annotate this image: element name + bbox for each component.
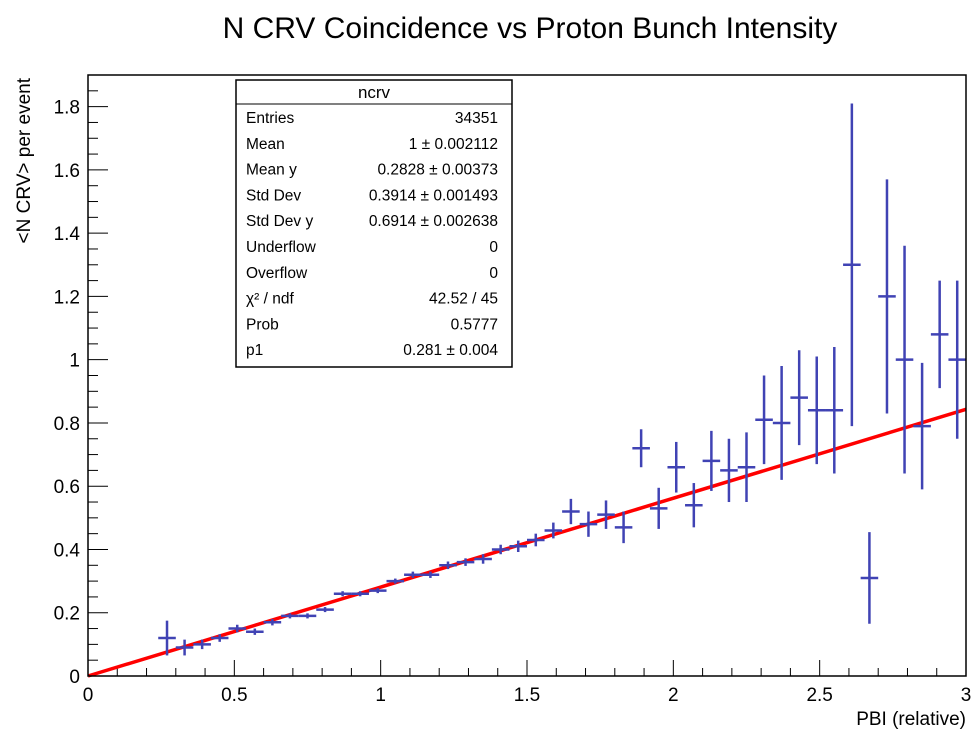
data-point <box>351 591 369 597</box>
fit-layer <box>87 407 967 678</box>
y-tick-label: 0.4 <box>54 540 81 561</box>
data-point <box>632 429 650 468</box>
stats-row-label: Mean y <box>246 162 297 179</box>
data-point <box>685 483 703 528</box>
stats-row-value: 0.5777 <box>451 316 498 333</box>
data-point <box>368 588 387 594</box>
stats-row-value: 0.6914 ± 0.002638 <box>369 213 498 230</box>
stats-row-label: Overflow <box>246 265 308 282</box>
data-point <box>825 347 844 474</box>
y-tick-label: 0.6 <box>54 477 80 498</box>
data-point <box>456 558 475 566</box>
stats-row-value: 42.52 / 45 <box>429 291 498 308</box>
stats-row-label: Std Dev y <box>246 213 313 230</box>
stats-box-title: ncrv <box>358 83 391 102</box>
stats-box-rows: Entries 34351 Mean 1 ± 0.002112 Mean y 0.2828… <box>246 110 498 359</box>
stats-row-label: Mean <box>246 136 285 153</box>
data-point <box>790 350 808 446</box>
data-point <box>193 639 211 650</box>
stats-row-value: 0 <box>489 265 498 282</box>
data-point <box>843 103 861 427</box>
data-point <box>597 500 615 529</box>
data-point <box>439 561 457 570</box>
data-point <box>298 613 317 619</box>
chart-title: N CRV Coincidence vs Proton Bunch Intens… <box>223 12 838 45</box>
data-point <box>807 356 826 465</box>
y-tick-label: 1.4 <box>54 224 81 245</box>
stats-row-label: Entries <box>246 110 294 127</box>
y-tick-label: 1 <box>69 351 80 372</box>
data-point <box>772 366 791 480</box>
stats-box: ncrv Entries 34351 Mean 1 ± 0.002112 Mean y 0… <box>235 79 513 368</box>
data-point <box>491 544 510 555</box>
y-tick-label: 1.8 <box>54 98 80 119</box>
y-axis-label: <N CRV> per event <box>14 77 35 243</box>
plot-frame <box>87 74 967 677</box>
data-point <box>667 441 686 493</box>
data-point <box>755 375 773 465</box>
data-point <box>509 540 527 553</box>
data-point <box>948 280 966 439</box>
data-point <box>614 511 633 544</box>
stats-row-label: Prob <box>246 316 279 333</box>
stats-row-label: χ² / ndf <box>246 291 294 308</box>
fit-line <box>87 407 967 678</box>
data-point <box>210 634 229 642</box>
stats-row-value: 1 ± 0.002112 <box>409 136 498 153</box>
stats-row-value: 0 <box>489 239 498 256</box>
axis-ticks: 0 0.5 1 1.5 2 2.5 3 0 0.2 0.4 0.6 0.8 1 1.2 1.4 1.6 1.8 <box>54 74 972 706</box>
y-tick-label: 1.6 <box>54 161 80 182</box>
data-point <box>913 362 931 490</box>
data-point <box>720 438 738 503</box>
x-tick-label: 0.5 <box>221 685 247 706</box>
data-point <box>158 620 176 656</box>
data-point <box>930 280 949 389</box>
stats-box-frame <box>235 79 513 368</box>
x-tick-label: 1.5 <box>514 685 540 706</box>
data-point <box>562 498 580 525</box>
x-tick-label: 2 <box>668 685 679 706</box>
data-point <box>579 511 598 537</box>
data-point <box>246 628 264 635</box>
data-point <box>404 571 422 578</box>
y-tick-label: 0.8 <box>54 414 80 435</box>
stats-row-value: 0.281 ± 0.004 <box>403 342 498 359</box>
x-tick-label: 2.5 <box>806 685 832 706</box>
data-points <box>158 103 966 656</box>
data-point <box>895 245 914 474</box>
data-point <box>263 619 282 626</box>
stats-row-label: Std Dev <box>246 187 301 204</box>
y-tick-label: 0.2 <box>54 604 80 625</box>
stats-row-value: 0.3914 ± 0.001493 <box>369 187 498 204</box>
data-point <box>860 532 879 624</box>
stats-row-value: 0.2828 ± 0.00373 <box>377 162 498 179</box>
x-tick-label: 0 <box>83 685 94 706</box>
data-point <box>702 430 721 491</box>
data-point <box>421 571 440 578</box>
data-point <box>649 487 668 529</box>
x-tick-label: 3 <box>961 685 972 706</box>
data-point <box>474 554 492 564</box>
data-point <box>878 179 896 414</box>
data-point <box>333 591 352 597</box>
x-axis-label: PBI (relative) <box>856 709 966 730</box>
stats-row-value: 34351 <box>455 110 498 127</box>
x-tick-label: 1 <box>375 685 386 706</box>
data-point <box>527 533 545 547</box>
data-point <box>544 522 563 539</box>
stats-row-label: p1 <box>246 342 263 359</box>
data-point <box>737 432 756 503</box>
data-point <box>175 639 194 656</box>
y-tick-label: 0 <box>69 667 80 688</box>
stats-row-label: Underflow <box>246 239 317 256</box>
data-point <box>316 607 334 613</box>
data-point <box>281 613 299 619</box>
data-point <box>228 624 247 633</box>
data-point <box>386 578 405 584</box>
y-tick-label: 1.2 <box>54 287 80 308</box>
